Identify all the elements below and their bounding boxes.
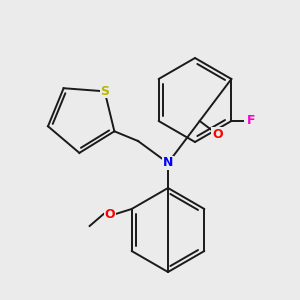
Text: N: N [163,157,173,169]
Text: O: O [212,128,223,141]
Text: O: O [104,208,115,220]
Text: S: S [100,85,109,98]
Text: F: F [247,115,256,128]
